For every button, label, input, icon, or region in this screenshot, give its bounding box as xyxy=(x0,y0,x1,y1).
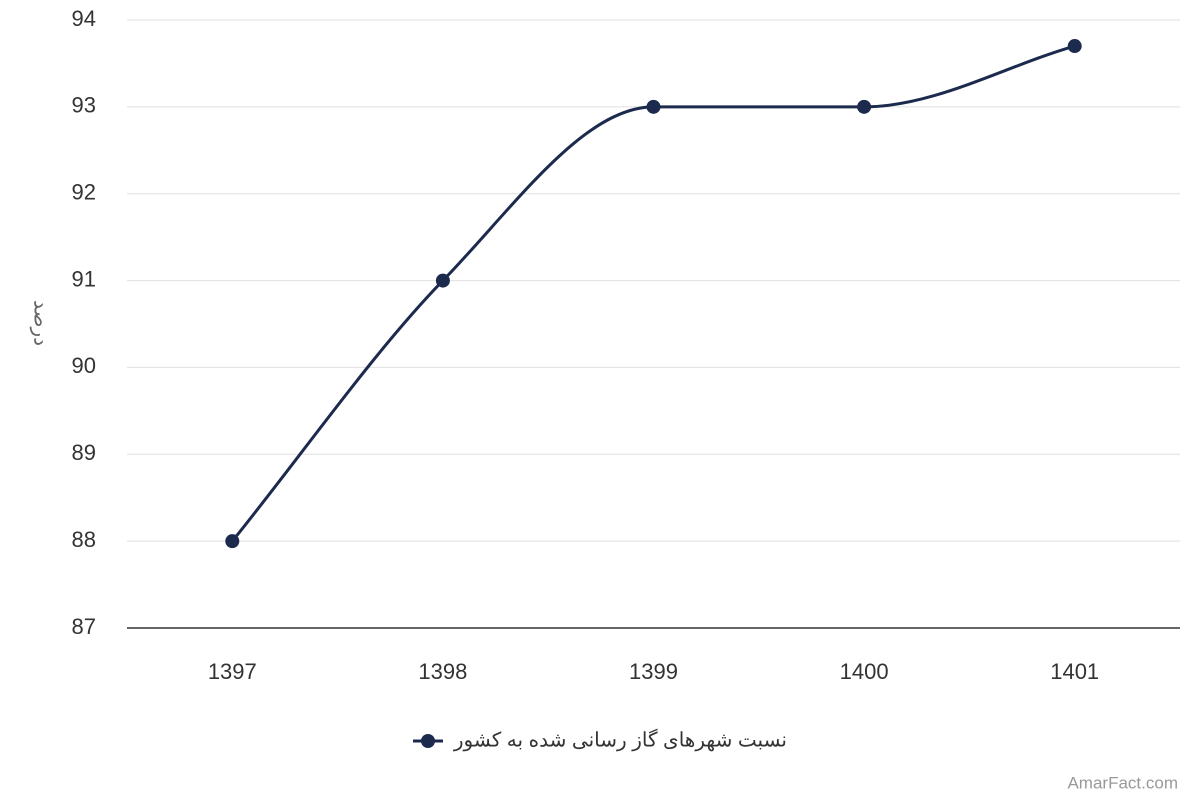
credit: AmarFact.com xyxy=(1067,773,1178,792)
point xyxy=(435,273,450,288)
x-tick-label: 1399 xyxy=(629,659,678,684)
y-tick-label: 88 xyxy=(72,527,96,552)
y-tick-label: 89 xyxy=(72,440,96,465)
point xyxy=(1067,39,1082,54)
y-tick-label: 91 xyxy=(72,266,96,291)
point xyxy=(857,99,872,114)
line xyxy=(231,44,1076,543)
legend-label: نسبت شهرهای گاز رسانی شده به کشور xyxy=(453,728,787,751)
x-tick-label: 1398 xyxy=(418,659,467,684)
y-tick-label: 93 xyxy=(72,93,96,118)
x-tick-label: 1397 xyxy=(208,659,257,684)
y-tick-label: 94 xyxy=(72,6,96,31)
y-tick-label: 87 xyxy=(72,614,96,639)
y-axis-title: درصد xyxy=(30,300,52,346)
x-tick-label: 1401 xyxy=(1050,659,1099,684)
y-tick-label: 90 xyxy=(72,353,96,378)
point xyxy=(225,534,240,549)
y-tick-label: 92 xyxy=(72,180,96,205)
point xyxy=(646,99,661,114)
x-tick-label: 1400 xyxy=(840,659,889,684)
legend-marker xyxy=(421,734,435,748)
